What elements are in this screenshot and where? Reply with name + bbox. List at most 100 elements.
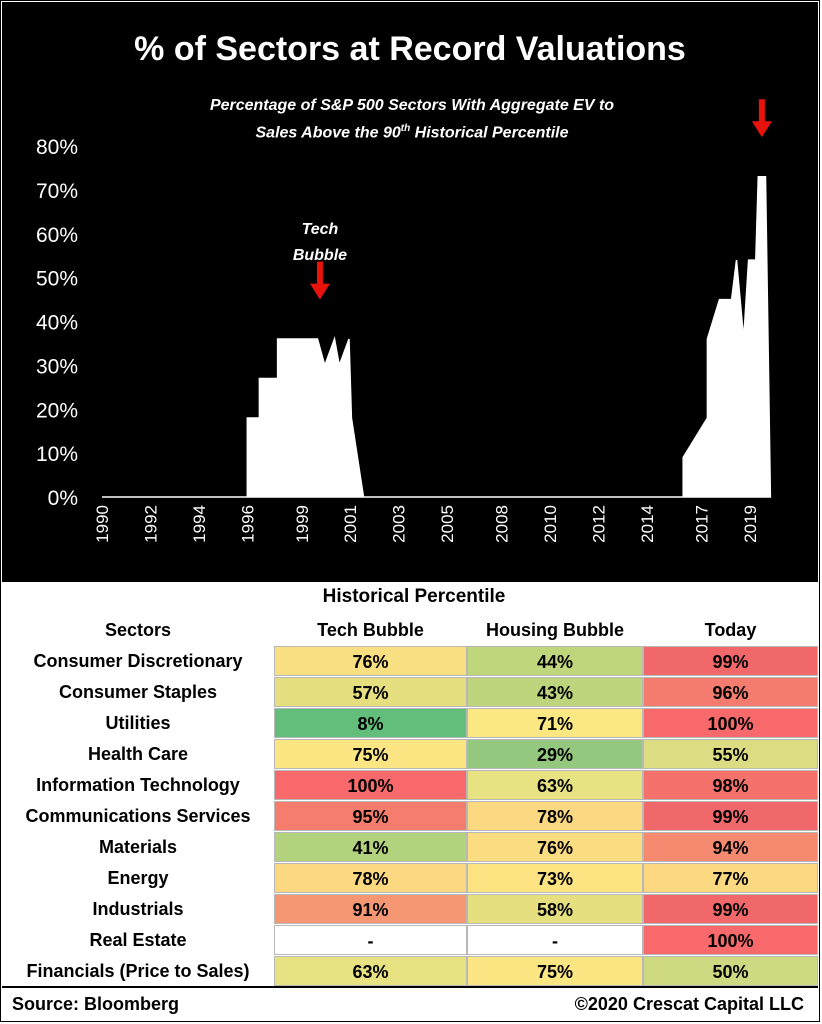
table-row: Consumer Discretionary 76% 44% 99%: [2, 646, 818, 677]
x-tick-label: 1992: [141, 505, 160, 543]
y-tick-label: 50%: [36, 268, 78, 291]
area-chart: 0% 10% 20% 30% 40% 50% 60% 70% 80% 1990 1992 1994 19…: [36, 99, 772, 543]
table-row: Financials (Price to Sales) 63% 75% 50%: [2, 956, 818, 987]
chart-title: % of Sectors at Record Valuations: [134, 30, 686, 68]
y-tick-label: 40%: [36, 312, 78, 335]
today-percentile-cell: 94%: [643, 832, 818, 862]
copyright-text: ©2020 Crescat Capital LLC: [574, 994, 804, 1014]
subtitle-line-2b: Historical Percentile: [410, 124, 569, 142]
housing-percentile-cell: 75%: [467, 956, 643, 986]
sector-name: Energy: [107, 868, 169, 888]
sector-name: Materials: [98, 837, 178, 857]
x-tick-label: 1996: [238, 505, 257, 543]
footer: Source: Bloomberg ©2020 Crescat Capital …: [2, 986, 818, 1021]
sector-name: Consumer Staples: [58, 682, 218, 702]
housing-percentile-cell: 43%: [467, 677, 643, 707]
y-tick-label: 70%: [36, 180, 78, 203]
tech-percentile-cell: 91%: [274, 894, 467, 924]
tech-percentile-cell: 57%: [274, 677, 467, 707]
x-tick-label: 2014: [638, 505, 657, 543]
table-row: Health Care 75% 29% 55%: [2, 739, 818, 770]
today-percentile-cell: 100%: [643, 708, 818, 738]
today-percentile-cell: 99%: [643, 801, 818, 831]
tech-percentile-cell: 8%: [274, 708, 467, 738]
y-tick-label: 60%: [36, 224, 78, 247]
housing-percentile-cell: 73%: [467, 863, 643, 893]
area-series: [102, 175, 772, 498]
table-row: Communications Services 95% 78% 99%: [2, 801, 818, 832]
sector-name: Consumer Discretionary: [33, 651, 243, 671]
chart-subtitle: Percentage of S&P 500 Sectors With Aggre…: [162, 94, 662, 144]
today-percentile-cell: 96%: [643, 677, 818, 707]
housing-percentile-cell: 71%: [467, 708, 643, 738]
y-tick-label: 10%: [36, 443, 78, 466]
x-tick-label: 1999: [293, 505, 312, 543]
housing-percentile-cell: 44%: [467, 646, 643, 676]
today-percentile-cell: 55%: [643, 739, 818, 769]
sector-name: Health Care: [87, 744, 189, 764]
housing-percentile-cell: 29%: [467, 739, 643, 769]
tech-percentile-cell: -: [274, 925, 467, 955]
y-tick-label: 0%: [48, 487, 78, 510]
y-tick-label: 30%: [36, 355, 78, 378]
sector-name: Utilities: [105, 713, 171, 733]
tech-percentile-cell: 41%: [274, 832, 467, 862]
tech-percentile-cell: 78%: [274, 863, 467, 893]
annotation-tech-bubble: Tech: [302, 221, 339, 238]
annotation-tech-bubble: Bubble: [293, 247, 347, 264]
tech-percentile-cell: 63%: [274, 956, 467, 986]
housing-percentile-cell: -: [467, 925, 643, 955]
today-percentile-cell: 99%: [643, 894, 818, 924]
x-tick-label: 2010: [541, 505, 560, 543]
x-tick-label: 2001: [341, 505, 360, 543]
table-row: Consumer Staples 57% 43% 96%: [2, 677, 818, 708]
x-tick-label: 1990: [93, 505, 112, 543]
sector-name: Industrials: [92, 899, 184, 919]
sector-name: Communications Services: [25, 806, 251, 826]
header-tech-bubble: Tech Bubble: [317, 620, 424, 640]
tech-percentile-cell: 100%: [274, 770, 467, 800]
table-row: Utilities 8% 71% 100%: [2, 708, 818, 739]
table-row: Real Estate - -100%: [2, 925, 818, 956]
sector-name: Information Technology: [36, 775, 240, 795]
percentile-table: Historical Percentile Sectors Tech Bubbl…: [2, 582, 818, 987]
x-tick-label: 2008: [493, 505, 512, 543]
today-percentile-cell: 50%: [643, 956, 818, 986]
table-row: Energy 78% 73% 77%: [2, 863, 818, 894]
today-percentile-cell: 98%: [643, 770, 818, 800]
subtitle-line-2a: Sales Above the 90: [255, 124, 401, 142]
historical-percentile-heading: Historical Percentile: [322, 586, 506, 607]
today-arrow-icon: [751, 99, 772, 138]
tech-percentile-cell: 75%: [274, 739, 467, 769]
header-housing-bubble: Housing Bubble: [486, 620, 624, 640]
x-tick-label: 2012: [589, 505, 608, 543]
subtitle-line-1: Percentage of S&P 500 Sectors With Aggre…: [209, 97, 615, 114]
x-tick-label: 2003: [390, 505, 409, 543]
x-tick-label: 1994: [190, 505, 209, 543]
housing-percentile-cell: 63%: [467, 770, 643, 800]
x-tick-label: 2017: [692, 505, 711, 543]
chart-panel: 0% 10% 20% 30% 40% 50% 60% 70% 80% 1990 1992 1994 19…: [2, 2, 818, 582]
housing-percentile-cell: 76%: [467, 832, 643, 862]
x-tick-label: 2019: [741, 505, 760, 543]
x-tick-label: 2005: [438, 505, 457, 543]
tech-percentile-cell: 95%: [274, 801, 467, 831]
housing-percentile-cell: 58%: [467, 894, 643, 924]
table-row: Materials 41% 76% 94%: [2, 832, 818, 863]
subtitle-superscript: th: [400, 123, 411, 134]
source-text: Source: Bloomberg: [12, 994, 180, 1014]
tech-bubble-arrow-icon: [309, 261, 330, 300]
header-sectors: Sectors: [104, 620, 172, 640]
today-percentile-cell: 77%: [643, 863, 818, 893]
today-percentile-cell: 99%: [643, 646, 818, 676]
y-tick-label: 20%: [36, 399, 78, 422]
sector-name: Real Estate: [89, 930, 187, 950]
y-tick-label: 80%: [36, 136, 78, 159]
table-row: Information Technology 100% 63% 98%: [2, 770, 818, 801]
tech-percentile-cell: 76%: [274, 646, 467, 676]
table-row: Industrials 91% 58% 99%: [2, 894, 818, 925]
today-percentile-cell: 100%: [643, 925, 818, 955]
sector-name: Financials (Price to Sales): [26, 961, 250, 981]
housing-percentile-cell: 78%: [467, 801, 643, 831]
